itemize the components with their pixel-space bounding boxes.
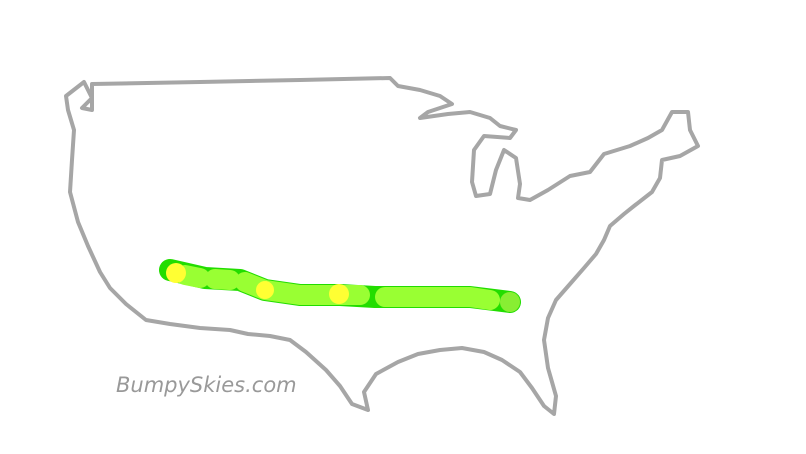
route-moderate (256, 281, 274, 299)
route-moderate (329, 284, 349, 304)
route-light-chop (500, 292, 520, 312)
watermark: BumpySkies.com (116, 373, 297, 397)
route-light-chop (175, 265, 210, 288)
route-light-chop (205, 269, 240, 290)
us-outline (64, 76, 700, 416)
flight-route (159, 259, 521, 313)
route-light-chop (375, 287, 500, 310)
route-moderate (166, 263, 186, 283)
